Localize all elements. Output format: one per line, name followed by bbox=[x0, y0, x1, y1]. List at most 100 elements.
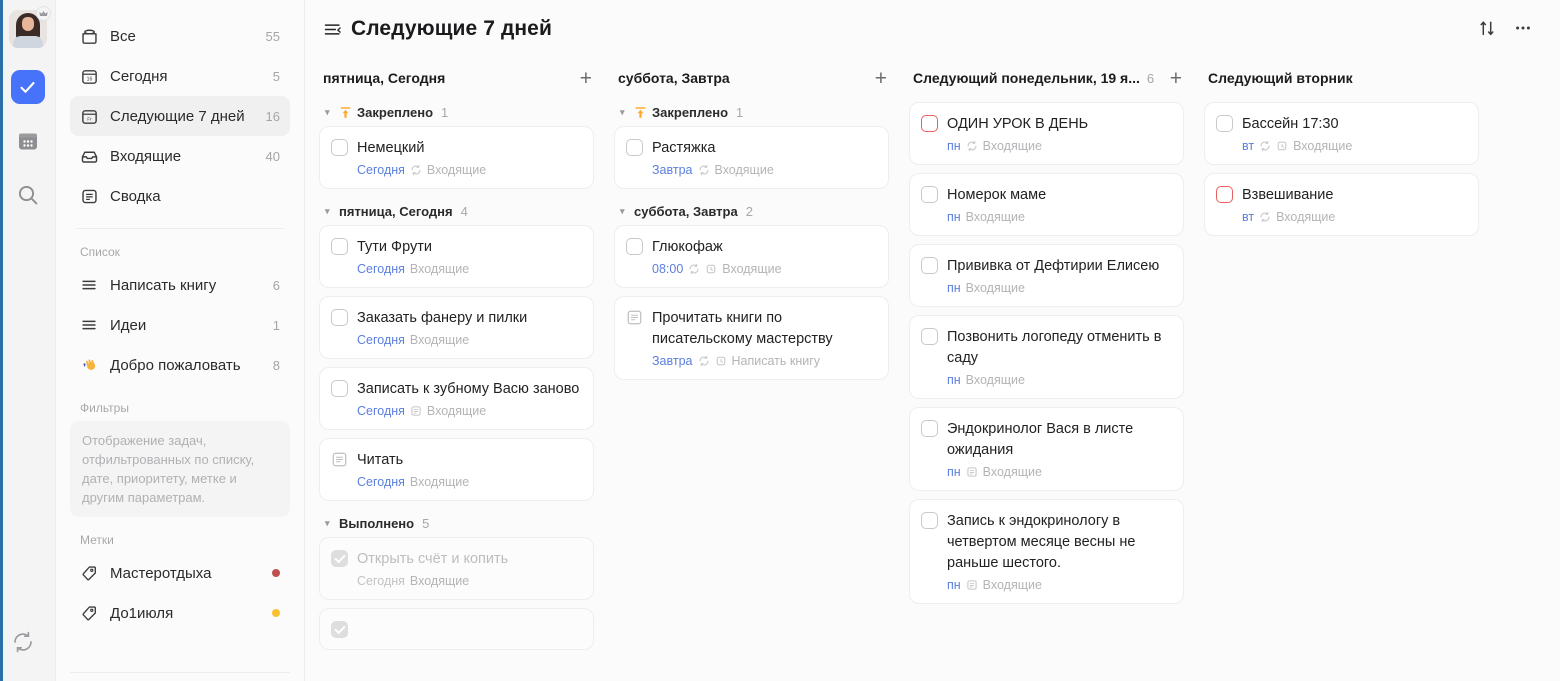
task-title: Прочитать книги по писательскому мастерс… bbox=[652, 310, 833, 347]
task-date: Завтра bbox=[652, 163, 693, 177]
task-checkbox[interactable] bbox=[331, 139, 348, 156]
group-header-friday[interactable]: ▾ пятница, Сегодня 4 bbox=[319, 197, 594, 225]
search-icon bbox=[16, 183, 40, 207]
task-title: Взвешивание bbox=[1242, 187, 1334, 203]
group-header-pinned[interactable]: ▾ Закреплено 1 bbox=[614, 98, 889, 126]
check-icon bbox=[18, 78, 37, 97]
task-card[interactable]: ОДИН УРОК В ДЕНЬ пн Входящие bbox=[909, 102, 1184, 165]
sidebar-list-item-write-book[interactable]: Написать книгу 6 bbox=[70, 265, 290, 305]
task-date: Завтра bbox=[652, 354, 693, 368]
task-card[interactable]: Прививка от Дефтирии Елисею пн Входящие bbox=[909, 244, 1184, 307]
avatar[interactable] bbox=[8, 6, 51, 48]
task-card[interactable]: Бассейн 17:30 вт Входящие bbox=[1204, 102, 1479, 165]
task-card[interactable]: Эндокринолог Вася в листе ожидания пн Вх… bbox=[909, 407, 1184, 491]
task-checkbox[interactable] bbox=[331, 550, 348, 567]
task-checkbox[interactable] bbox=[921, 328, 938, 345]
column-count: 6 bbox=[1146, 70, 1155, 86]
task-card[interactable]: Записать к зубному Васю заново Сегодня В… bbox=[319, 367, 594, 430]
group-label: пятница, Сегодня bbox=[339, 203, 453, 219]
task-checkbox[interactable] bbox=[921, 186, 938, 203]
task-meta: Сегодня Входящие bbox=[357, 404, 581, 418]
task-checkbox[interactable] bbox=[331, 309, 348, 326]
task-card[interactable]: Запись к эндокринологу в четвертом месяц… bbox=[909, 499, 1184, 604]
task-card[interactable]: Открыть счёт и копить Сегодня Входящие bbox=[319, 537, 594, 600]
column-next-monday: Следующий понедельник, 19 я... 6 + ОДИН … bbox=[909, 58, 1204, 658]
group-header-pinned[interactable]: ▾ Закреплено 1 bbox=[319, 98, 594, 126]
sort-button[interactable] bbox=[1472, 14, 1502, 44]
task-checkbox[interactable] bbox=[331, 621, 348, 638]
task-date: вт bbox=[1242, 139, 1255, 153]
task-checkbox[interactable] bbox=[331, 380, 348, 397]
task-list-name: Входящие bbox=[1293, 139, 1353, 153]
note-icon bbox=[966, 466, 978, 478]
task-card[interactable]: Немецкий Сегодня Входящие bbox=[319, 126, 594, 189]
task-date: Сегодня bbox=[357, 475, 405, 489]
add-task-button[interactable]: + bbox=[579, 66, 592, 90]
task-card[interactable]: Заказать фанеру и пилки Сегодня Входящие bbox=[319, 296, 594, 359]
task-checkbox[interactable] bbox=[626, 139, 643, 156]
task-date: Сегодня bbox=[357, 574, 405, 588]
task-checkbox[interactable] bbox=[1216, 115, 1233, 132]
wave-hand-icon bbox=[80, 356, 102, 375]
sidebar-item-label: До1июля bbox=[110, 604, 174, 622]
sidebar-tag-item-masterotdyha[interactable]: Мастеротдыха bbox=[70, 553, 290, 593]
app-rail bbox=[0, 0, 56, 681]
rail-item-tasks[interactable] bbox=[10, 70, 45, 104]
sidebar-item-next-7-days[interactable]: Fr Следующие 7 дней 16 bbox=[70, 96, 290, 136]
task-meta: пн Входящие bbox=[947, 210, 1171, 224]
column-header: суббота, Завтра + bbox=[614, 58, 889, 98]
sync-icon[interactable] bbox=[11, 630, 35, 657]
rail-item-search[interactable] bbox=[11, 178, 45, 212]
calendar-grid-icon bbox=[16, 129, 40, 153]
task-meta: Сегодня Входящие bbox=[357, 574, 581, 588]
sidebar-item-all[interactable]: Все 55 bbox=[70, 16, 290, 56]
main-header: Следующие 7 дней bbox=[305, 0, 1560, 58]
task-checkbox[interactable] bbox=[626, 238, 643, 255]
sidebar-item-today[interactable]: 16 Сегодня 5 bbox=[70, 56, 290, 96]
add-task-button[interactable]: + bbox=[874, 66, 887, 90]
pin-icon bbox=[339, 106, 352, 119]
task-card[interactable]: Тути Фрути Сегодня Входящие bbox=[319, 225, 594, 288]
task-meta: Завтра Входящие bbox=[652, 163, 876, 177]
task-list-name: Входящие bbox=[714, 163, 774, 177]
task-checkbox[interactable] bbox=[331, 238, 348, 255]
task-meta: пн Входящие bbox=[947, 139, 1171, 153]
chevron-down-icon: ▾ bbox=[620, 106, 625, 117]
task-title: Читать bbox=[357, 452, 404, 468]
sidebar-item-count: 55 bbox=[265, 28, 280, 44]
sidebar-list-item-welcome[interactable]: Добро пожаловать 8 bbox=[70, 345, 290, 385]
task-title: Записать к зубному Васю заново bbox=[357, 381, 580, 397]
more-options-button[interactable] bbox=[1508, 14, 1538, 44]
task-checkbox[interactable] bbox=[921, 115, 938, 132]
task-checkbox[interactable] bbox=[1216, 186, 1233, 203]
task-meta: пн Входящие bbox=[947, 578, 1171, 592]
task-checkbox[interactable] bbox=[921, 257, 938, 274]
task-list-name: Написать книгу bbox=[731, 354, 821, 368]
task-title: Номерок маме bbox=[947, 187, 1047, 203]
sidebar-item-summary[interactable]: Сводка bbox=[70, 176, 290, 216]
sidebar-item-inbox[interactable]: Входящие 40 bbox=[70, 136, 290, 176]
task-checkbox[interactable] bbox=[921, 420, 938, 437]
task-card[interactable]: Прочитать книги по писательскому мастерс… bbox=[614, 296, 889, 380]
svg-text:Fr: Fr bbox=[87, 116, 92, 122]
task-list-name: Входящие bbox=[965, 373, 1025, 387]
list-lines-icon bbox=[80, 276, 102, 294]
task-card[interactable]: Глюкофаж 08:00 Входящие bbox=[614, 225, 889, 288]
task-card[interactable] bbox=[319, 608, 594, 650]
group-header-saturday[interactable]: ▾ суббота, Завтра 2 bbox=[614, 197, 889, 225]
rail-item-calendar[interactable] bbox=[11, 124, 45, 158]
sidebar-tag-item-do1iyulya[interactable]: До1июля bbox=[70, 593, 290, 633]
task-checkbox[interactable] bbox=[921, 512, 938, 529]
group-header-completed[interactable]: ▾ Выполнено 5 bbox=[319, 509, 594, 537]
task-card[interactable]: Номерок маме пн Входящие bbox=[909, 173, 1184, 236]
task-card[interactable]: Читать Сегодня Входящие bbox=[319, 438, 594, 501]
task-card[interactable]: Взвешивание вт Входящие bbox=[1204, 173, 1479, 236]
filters-hint-text: Отображение задач, отфильтрованных по сп… bbox=[70, 421, 290, 517]
task-card[interactable]: Растяжка Завтра Входящие bbox=[614, 126, 889, 189]
collapse-list-icon[interactable] bbox=[319, 16, 345, 42]
sidebar-list-item-ideas[interactable]: Идеи 1 bbox=[70, 305, 290, 345]
task-title: ОДИН УРОК В ДЕНЬ bbox=[947, 116, 1089, 132]
task-card[interactable]: Позвонить логопеду отменить в саду пн Вх… bbox=[909, 315, 1184, 399]
add-task-button[interactable]: + bbox=[1169, 66, 1182, 90]
